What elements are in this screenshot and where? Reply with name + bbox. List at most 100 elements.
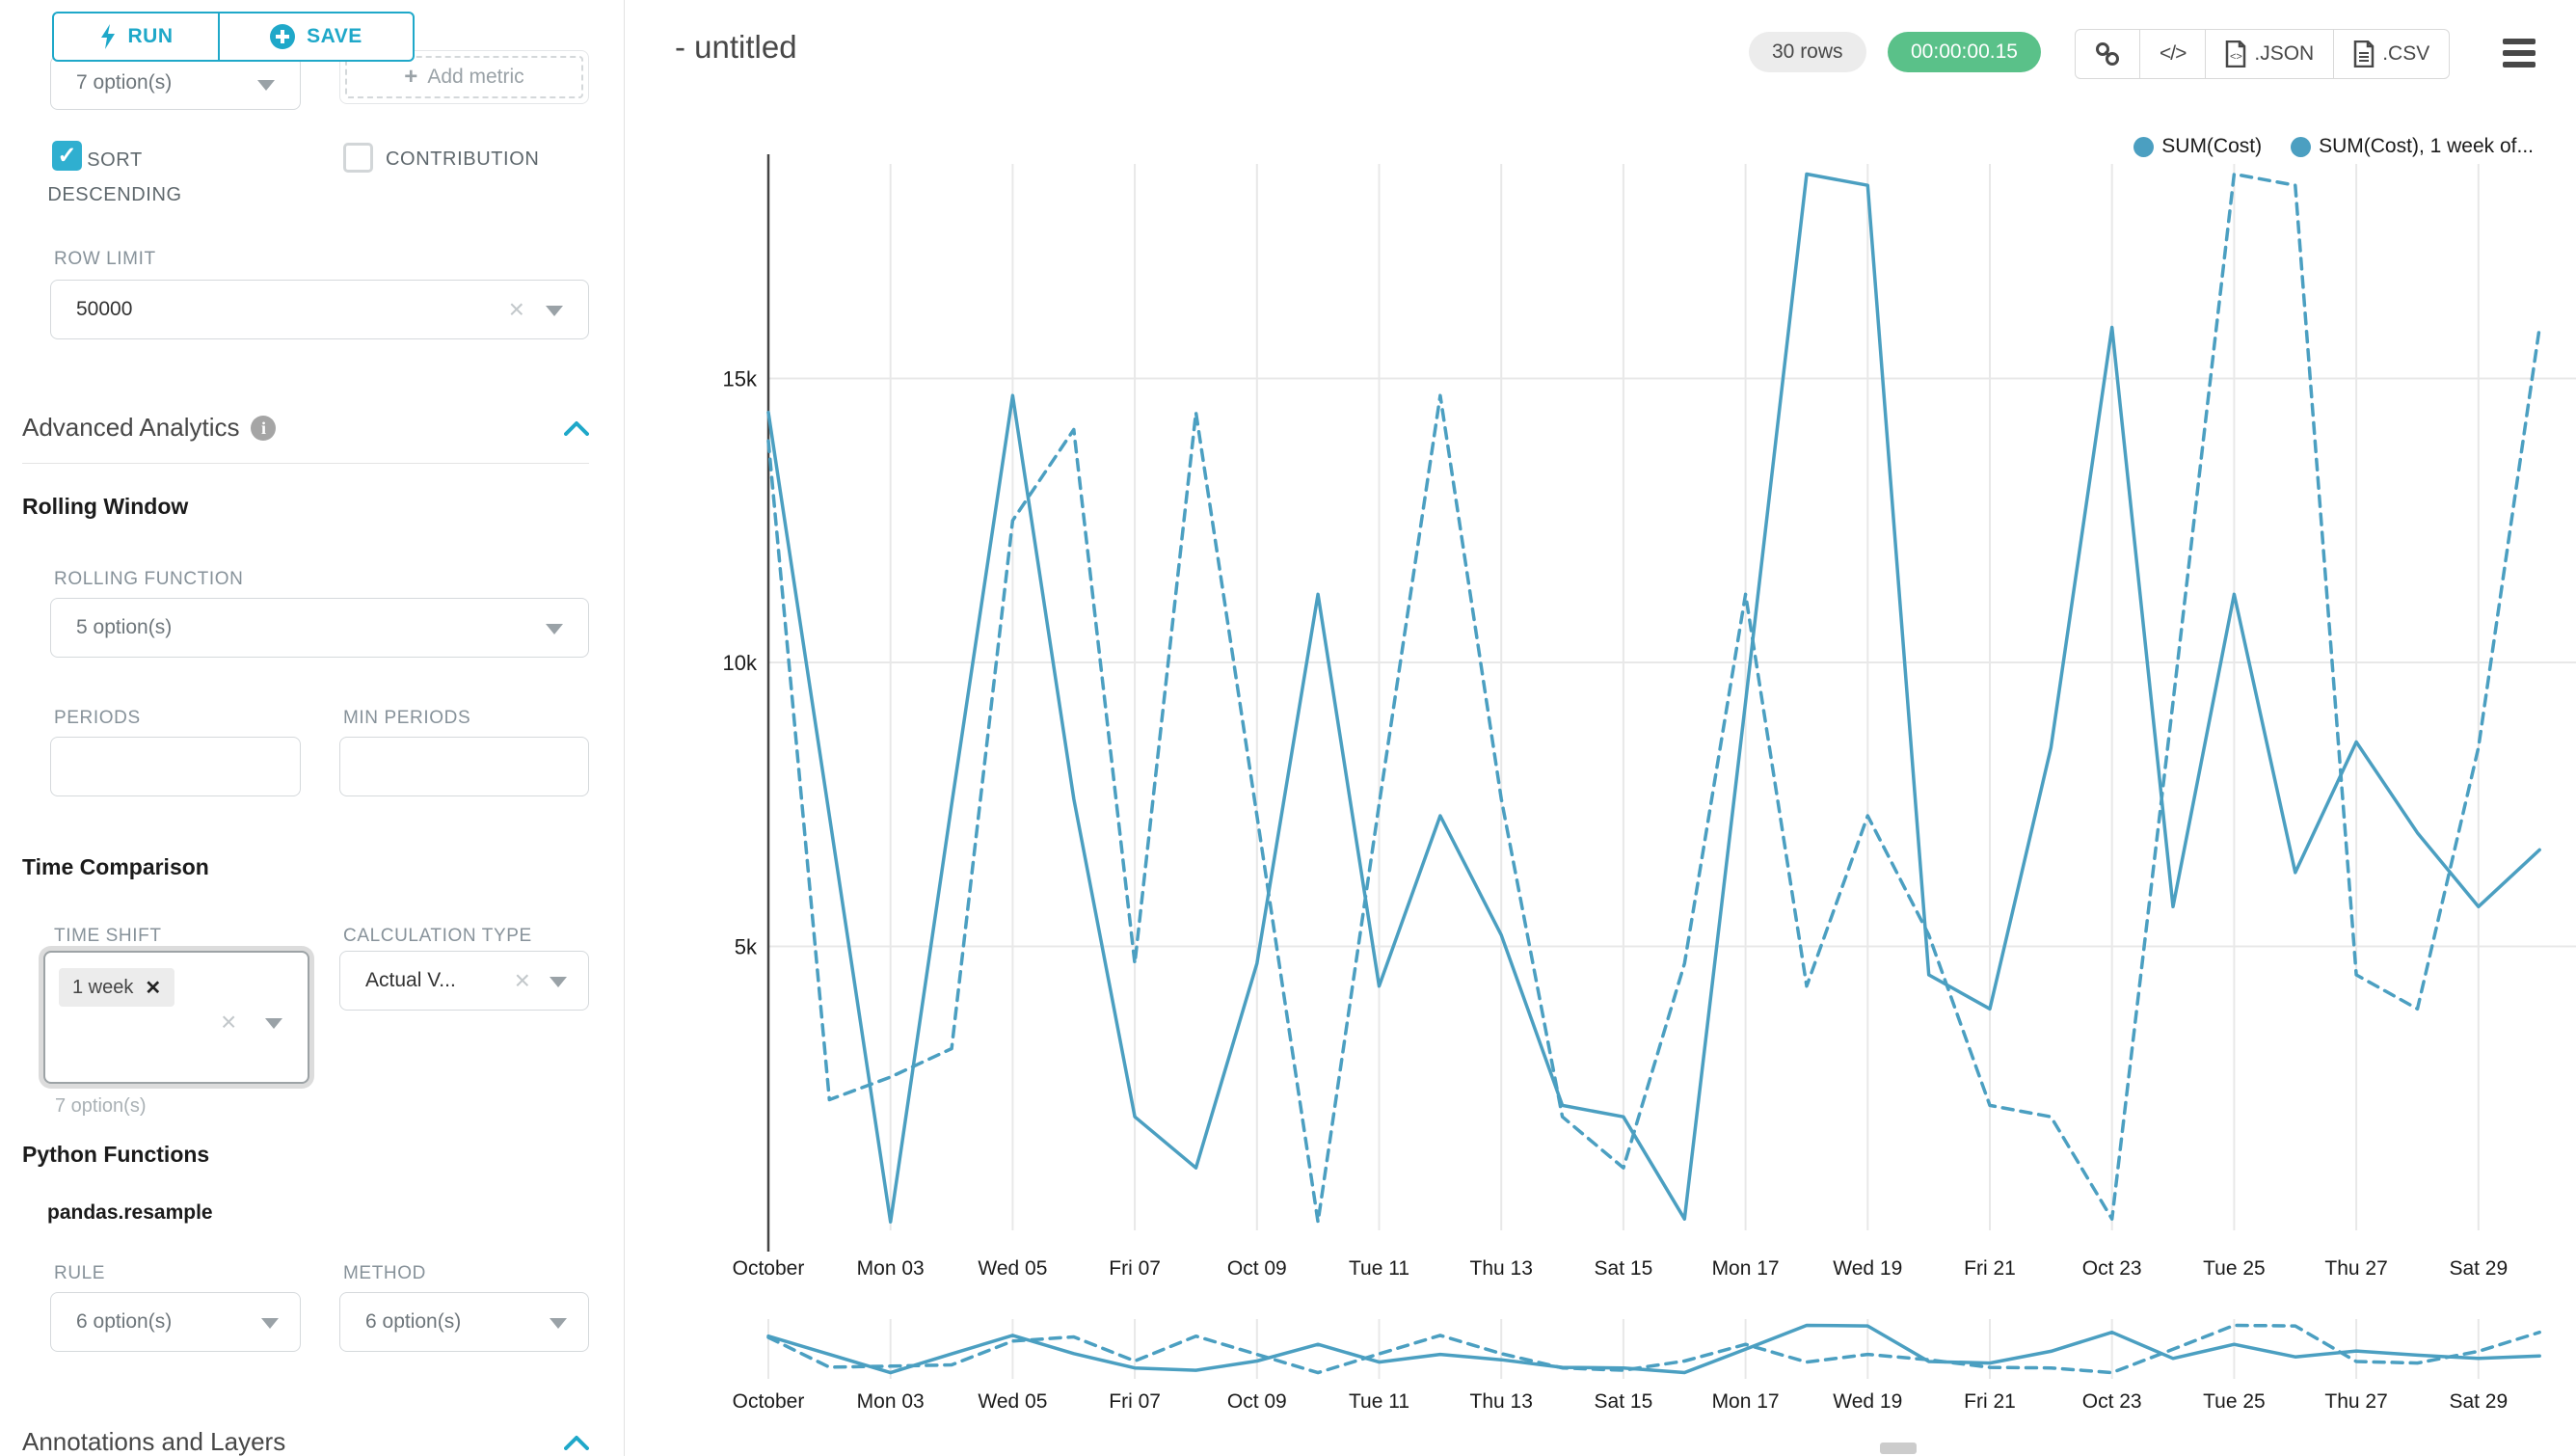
svg-text:Oct 23: Oct 23 [2082, 1257, 2142, 1280]
code-icon: </> [2160, 42, 2187, 65]
chevron-down-icon [257, 80, 275, 91]
legend-dot [2133, 136, 2155, 157]
calculation-type-value: Actual V... [365, 969, 456, 991]
periods-input[interactable] [50, 737, 301, 796]
method-value: 6 option(s) [365, 1310, 462, 1333]
export-csv-button[interactable]: .CSV [2334, 30, 2449, 78]
link-icon [2096, 42, 2119, 66]
svg-text:Mon 03: Mon 03 [857, 1390, 925, 1413]
run-button-label: RUN [127, 25, 174, 47]
svg-text:Oct 09: Oct 09 [1227, 1390, 1287, 1413]
clear-icon[interactable]: × [508, 294, 524, 324]
chart-resize-handle[interactable] [1880, 1443, 1917, 1454]
menu-button[interactable] [2503, 39, 2536, 67]
svg-text:Tue 11: Tue 11 [1349, 1257, 1409, 1280]
svg-text:Fri 21: Fri 21 [1964, 1390, 2016, 1413]
rule-label: RULE [54, 1263, 106, 1283]
rolling-function-select[interactable]: 5 option(s) [50, 598, 589, 658]
clear-icon[interactable]: × [514, 965, 530, 995]
calculation-type-label: CALCULATION TYPE [343, 926, 532, 946]
sort-descending-checkbox[interactable]: ✓ [52, 141, 82, 171]
svg-text:Fri 07: Fri 07 [1109, 1257, 1161, 1280]
chart-title[interactable]: - untitled [675, 29, 797, 65]
svg-text:Wed 19: Wed 19 [1833, 1257, 1902, 1280]
calculation-type-select[interactable]: Actual V... × [339, 951, 589, 1011]
export-json-button[interactable]: <> .JSON [2206, 30, 2335, 78]
row-limit-label: ROW LIMIT [54, 249, 156, 269]
svg-text:Thu 13: Thu 13 [1470, 1390, 1533, 1413]
svg-text:10k: 10k [723, 651, 758, 675]
method-select[interactable]: 6 option(s) [339, 1292, 589, 1352]
rolling-function-value: 5 option(s) [76, 616, 173, 638]
query-timer-badge: 00:00:00.15 [1888, 32, 2041, 72]
rule-value: 6 option(s) [76, 1310, 173, 1333]
svg-text:Wed 05: Wed 05 [978, 1390, 1047, 1413]
svg-text:Thu 13: Thu 13 [1470, 1257, 1533, 1280]
chart-legend: SUM(Cost) SUM(Cost), 1 week of... [2133, 135, 2534, 158]
row-limit-select[interactable]: 50000 × [50, 280, 589, 339]
min-periods-input[interactable] [339, 737, 589, 796]
time-shift-tag-value: 1 week [72, 976, 134, 998]
svg-text:Fri 21: Fri 21 [1964, 1257, 2016, 1280]
chevron-down-icon [546, 624, 563, 634]
timeseries-line-chart[interactable]: October October Mon 03 Mon 03 Wed 05 Wed 05 Fr… [625, 0, 2576, 1456]
pandas-resample-label: pandas.resample [47, 1201, 213, 1224]
svg-text:15k: 15k [723, 367, 758, 391]
file-json-icon: <> [2226, 40, 2246, 67]
svg-text:<>: <> [2230, 51, 2242, 63]
info-icon: i [251, 415, 277, 441]
rule-select[interactable]: 6 option(s) [50, 1292, 301, 1352]
legend-label: SUM(Cost) [2161, 135, 2263, 157]
svg-text:Tue 25: Tue 25 [2203, 1390, 2266, 1413]
export-csv-label: .CSV [2382, 42, 2430, 65]
export-json-label: .JSON [2254, 42, 2315, 65]
run-button[interactable]: RUN [54, 13, 220, 60]
time-shift-multiselect[interactable]: 1 week ✕ × [43, 951, 309, 1084]
chevron-down-icon [261, 1318, 279, 1329]
contribution-checkbox[interactable] [343, 143, 373, 173]
svg-text:Sat 29: Sat 29 [2449, 1257, 2508, 1280]
svg-text:October: October [733, 1257, 805, 1280]
save-button-label: SAVE [307, 25, 362, 47]
add-metric-label: Add metric [427, 66, 524, 88]
svg-text:October: October [733, 1390, 805, 1413]
plus-circle-icon [270, 24, 296, 49]
remove-tag-icon[interactable]: ✕ [145, 977, 162, 999]
embed-code-button[interactable]: </> [2140, 30, 2207, 78]
svg-text:Mon 17: Mon 17 [1712, 1257, 1780, 1280]
sort-descending-label: SORT DESCENDING [47, 149, 182, 205]
svg-text:Oct 09: Oct 09 [1227, 1257, 1287, 1280]
groupby-select-value: 7 option(s) [76, 71, 173, 94]
chevron-down-icon [265, 1018, 282, 1029]
legend-entry-sum-cost[interactable]: SUM(Cost) [2133, 135, 2262, 158]
chevron-up-icon[interactable] [564, 1435, 589, 1450]
share-link-button[interactable] [2076, 30, 2140, 78]
advanced-analytics-header[interactable]: Advanced Analytics i [22, 413, 589, 443]
legend-label: SUM(Cost), 1 week of... [2319, 135, 2534, 157]
min-periods-label: MIN PERIODS [343, 708, 471, 728]
groupby-select[interactable]: 7 option(s) [50, 56, 301, 110]
advanced-analytics-title: Advanced Analytics [22, 413, 240, 442]
chevron-down-icon [550, 977, 567, 987]
clear-icon[interactable]: × [221, 1007, 237, 1037]
svg-text:Sat 15: Sat 15 [1595, 1257, 1653, 1280]
menu-icon [2503, 39, 2536, 44]
row-limit-value: 50000 [76, 298, 133, 320]
time-comparison-title: Time Comparison [22, 854, 209, 879]
bolt-icon [100, 24, 115, 49]
python-functions-title: Python Functions [22, 1142, 210, 1167]
svg-text:5k: 5k [735, 935, 758, 959]
add-metric-button[interactable]: + Add metric [339, 50, 589, 104]
legend-entry-sum-cost-offset[interactable]: SUM(Cost), 1 week of... [2291, 135, 2534, 158]
svg-text:Wed 19: Wed 19 [1833, 1390, 1902, 1413]
chevron-down-icon [550, 1318, 567, 1329]
save-button[interactable]: SAVE [220, 13, 413, 60]
control-panel: RUN SAVE 7 option(s) + Add metric ✓ SORT… [0, 0, 625, 1456]
chevron-up-icon[interactable] [564, 420, 589, 436]
annotations-layers-header[interactable]: Annotations and Layers [22, 1427, 589, 1456]
contribution-label: CONTRIBUTION [386, 148, 540, 170]
svg-text:Mon 17: Mon 17 [1712, 1390, 1780, 1413]
time-shift-tag: 1 week ✕ [59, 968, 175, 1007]
svg-text:Mon 03: Mon 03 [857, 1257, 925, 1280]
